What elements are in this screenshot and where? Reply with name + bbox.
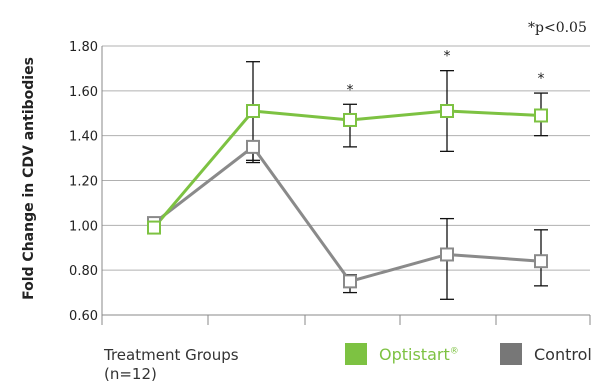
legend-item-control: Control	[500, 343, 592, 365]
data-point-optistart	[147, 220, 161, 235]
data-point-control	[440, 247, 454, 262]
y-tick-label: 1.00	[69, 219, 98, 234]
x-axis-label: Treatment Groups (n=12)	[104, 346, 239, 384]
legend-swatch-control	[500, 343, 522, 365]
series-line-control	[153, 145, 542, 283]
y-tick-label: 1.40	[69, 130, 98, 145]
data-point-control	[534, 254, 548, 269]
y-tick-label: 1.80	[69, 40, 98, 55]
series-line-optistart	[152, 109, 542, 229]
x-axis-title: Treatment Groups	[104, 346, 239, 364]
legend-label-control: Control	[534, 344, 592, 364]
data-point-control	[343, 274, 357, 289]
data-point-control	[246, 139, 260, 154]
legend-swatch-optistart	[345, 343, 367, 365]
data-point-optistart	[440, 104, 454, 119]
significance-marker: *	[444, 49, 451, 65]
significance-marker: *	[347, 82, 354, 98]
y-tick-label: 1.20	[69, 175, 98, 190]
y-tick-label: 0.80	[69, 264, 98, 279]
significance-note: *p<0.05	[528, 20, 587, 36]
data-point-optistart	[534, 108, 548, 123]
significance-marker: *	[538, 71, 545, 87]
data-point-optistart	[343, 112, 357, 127]
y-axis-title: Fold Change in CDV antibodies	[21, 57, 37, 300]
legend-label-optistart: Optistart®	[379, 344, 459, 364]
y-tick-label: 0.60	[69, 309, 98, 324]
data-point-optistart	[246, 104, 260, 119]
x-axis-note: (n=12)	[104, 365, 157, 383]
legend-item-optistart: Optistart®	[345, 343, 459, 365]
y-tick-label: 1.60	[69, 85, 98, 100]
